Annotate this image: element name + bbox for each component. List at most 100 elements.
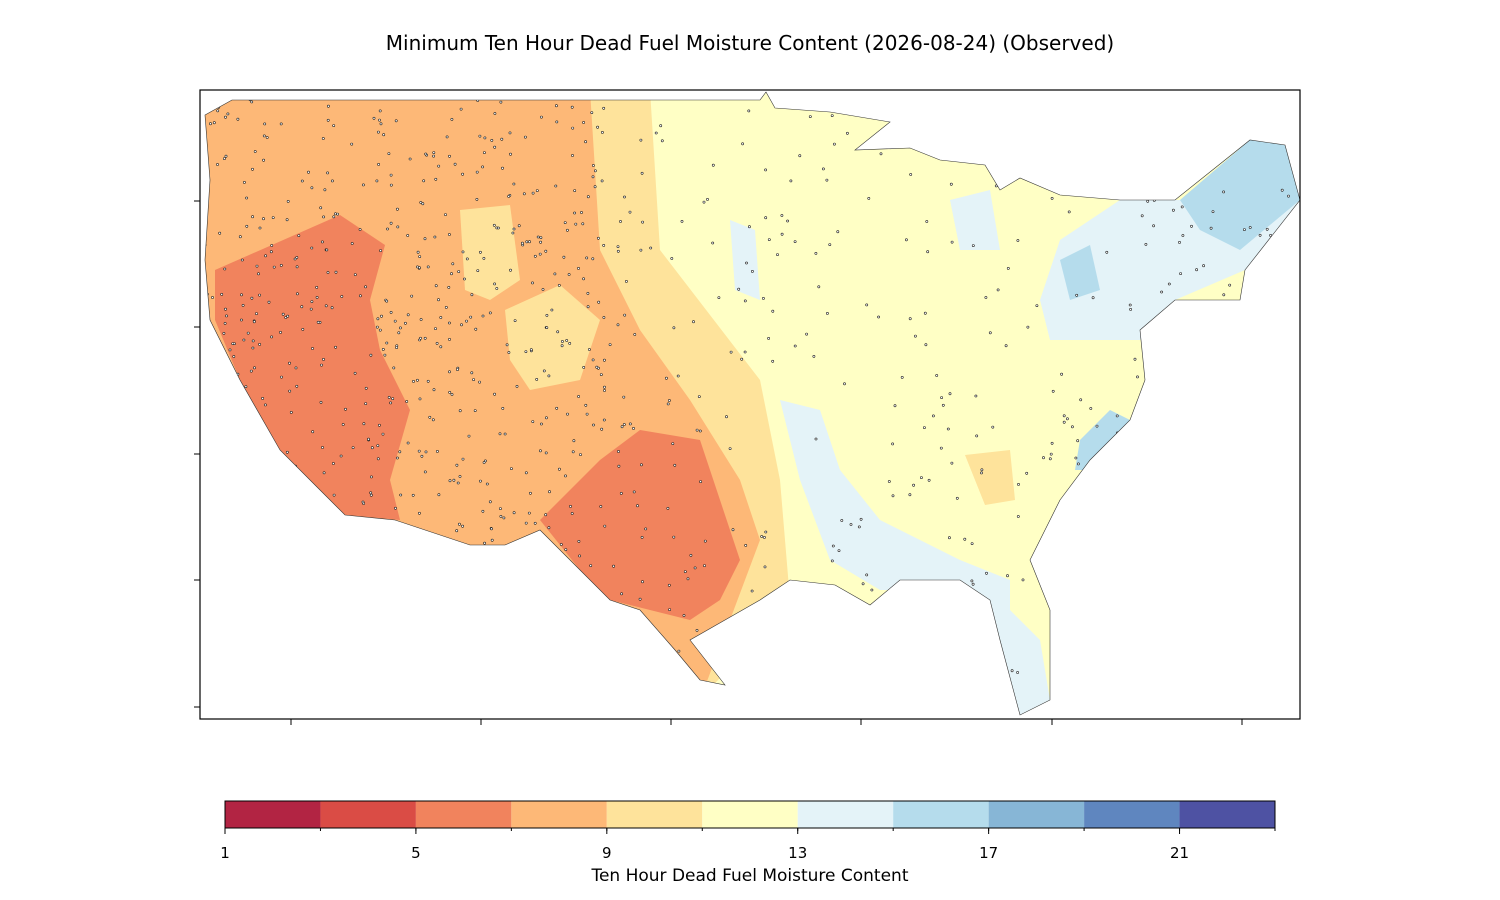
station xyxy=(920,476,923,480)
station xyxy=(348,94,352,97)
station xyxy=(223,321,227,325)
station xyxy=(1042,456,1045,460)
station xyxy=(395,651,399,655)
station xyxy=(289,410,293,414)
station xyxy=(558,467,561,471)
station xyxy=(392,633,396,637)
station xyxy=(361,500,365,504)
station xyxy=(382,650,386,653)
station xyxy=(293,702,297,706)
station xyxy=(1134,657,1137,661)
station xyxy=(351,516,354,520)
station xyxy=(404,653,408,657)
station xyxy=(417,449,421,453)
station xyxy=(628,210,632,214)
station xyxy=(262,158,266,162)
station xyxy=(988,331,992,335)
station xyxy=(1120,514,1124,517)
station xyxy=(946,427,950,431)
station xyxy=(582,650,585,653)
station xyxy=(703,539,707,543)
station xyxy=(416,265,419,269)
station xyxy=(625,279,628,283)
station xyxy=(1091,296,1095,300)
station xyxy=(870,588,874,592)
colorbar-frame xyxy=(224,800,1276,829)
station xyxy=(295,265,299,269)
station xyxy=(472,651,476,655)
station xyxy=(285,484,289,488)
station xyxy=(544,249,548,253)
station xyxy=(831,544,835,548)
station xyxy=(562,255,566,259)
station xyxy=(398,450,402,454)
station xyxy=(224,307,227,311)
station xyxy=(1155,545,1159,549)
station xyxy=(547,698,551,702)
station xyxy=(418,255,422,259)
station xyxy=(570,105,574,109)
station xyxy=(443,683,447,686)
station xyxy=(236,117,240,121)
station xyxy=(376,130,380,134)
station xyxy=(419,318,423,321)
station xyxy=(525,240,529,244)
station xyxy=(537,580,541,584)
region xyxy=(460,205,520,300)
station xyxy=(891,494,895,498)
station xyxy=(726,629,729,633)
station xyxy=(426,265,430,269)
station xyxy=(396,225,400,229)
station xyxy=(584,140,588,144)
station xyxy=(825,671,828,675)
station xyxy=(394,119,398,123)
station xyxy=(554,184,558,188)
station xyxy=(741,142,745,146)
station xyxy=(482,256,486,260)
station xyxy=(1067,210,1071,214)
station xyxy=(556,629,560,632)
station xyxy=(485,482,489,486)
colorbar-segment xyxy=(797,801,894,828)
station xyxy=(512,182,516,186)
station xyxy=(300,305,304,309)
station xyxy=(984,296,988,299)
station xyxy=(1209,637,1213,641)
station xyxy=(315,295,319,299)
station xyxy=(229,619,233,623)
station xyxy=(326,104,330,108)
station xyxy=(1190,147,1194,151)
station xyxy=(793,240,797,244)
station xyxy=(332,215,336,219)
station xyxy=(599,505,603,508)
station xyxy=(567,273,571,276)
station xyxy=(411,567,415,571)
colorbar-tick-label: 1 xyxy=(220,844,230,862)
station xyxy=(410,294,414,298)
station xyxy=(1262,352,1266,356)
station xyxy=(591,358,595,362)
station xyxy=(1287,194,1290,198)
station xyxy=(355,693,359,696)
station xyxy=(1220,527,1224,531)
station xyxy=(963,537,967,541)
station xyxy=(449,560,453,564)
station xyxy=(544,513,548,517)
station xyxy=(497,577,501,581)
station xyxy=(210,377,214,381)
station xyxy=(368,586,372,589)
station xyxy=(572,670,576,674)
station xyxy=(927,478,931,482)
station xyxy=(659,124,663,128)
station xyxy=(224,115,227,119)
station xyxy=(1006,266,1010,270)
station xyxy=(771,622,775,625)
station xyxy=(309,307,313,311)
station xyxy=(670,257,674,260)
station xyxy=(550,308,554,312)
station xyxy=(1230,570,1234,574)
station xyxy=(560,344,564,348)
station xyxy=(461,172,465,176)
station xyxy=(297,500,301,504)
station xyxy=(586,305,590,309)
